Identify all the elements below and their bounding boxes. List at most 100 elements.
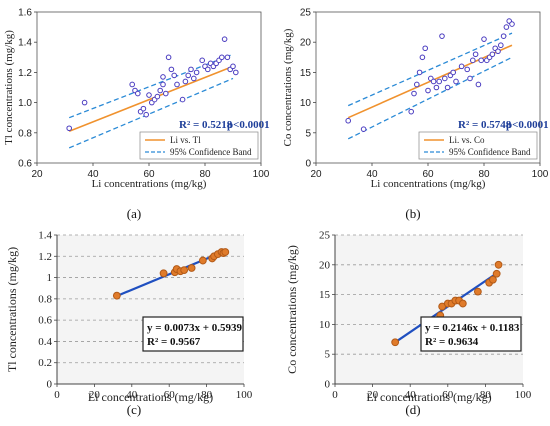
y-tick-label: 25 bbox=[300, 8, 312, 19]
x-tick-label: 60 bbox=[442, 389, 454, 401]
panel-label: (a) bbox=[127, 206, 141, 221]
y-tick-label: 5 bbox=[325, 349, 331, 361]
x-tick-label: 20 bbox=[31, 169, 43, 180]
x-tick-label: 20 bbox=[367, 389, 379, 401]
data-point bbox=[221, 36, 228, 42]
data-point bbox=[408, 108, 415, 115]
equation-label: y = 0.2146x + 0.1183 bbox=[425, 322, 520, 334]
y-tick-label: 0.6 bbox=[38, 315, 52, 327]
panel-a: 20 40 60 80 100 0.6 0.8 1.0 1.2 1.4 1.6 Li concentr… bbox=[3, 8, 270, 222]
x-tick-label: 80 bbox=[201, 389, 213, 401]
data-point bbox=[503, 24, 510, 30]
data-point bbox=[171, 72, 177, 79]
y-tick-label: 1.2 bbox=[38, 251, 52, 263]
confidence-band-lower bbox=[68, 77, 234, 149]
y-axis-label: Tl concentrations (mg/kg) bbox=[3, 30, 15, 145]
x-tick-label: 40 bbox=[126, 389, 138, 401]
data-point bbox=[219, 54, 225, 61]
data-point bbox=[163, 90, 169, 97]
data-point bbox=[112, 291, 121, 300]
data-point bbox=[444, 84, 451, 91]
data-point bbox=[453, 78, 459, 85]
equation-label: y = 0.0073x + 0.5939 bbox=[147, 322, 243, 334]
data-point bbox=[450, 69, 457, 76]
data-point bbox=[199, 57, 205, 64]
data-point bbox=[182, 78, 189, 85]
y-tick-label: 5 bbox=[305, 128, 311, 139]
data-point bbox=[509, 21, 515, 27]
data-point bbox=[422, 45, 429, 52]
y-tick-label: 0.8 bbox=[38, 293, 52, 305]
y-tick-label: 0.6 bbox=[18, 159, 32, 170]
data-point bbox=[419, 54, 426, 61]
data-point bbox=[135, 90, 141, 97]
data-point bbox=[478, 57, 485, 64]
data-point bbox=[416, 69, 423, 76]
y-tick-label: 0.4 bbox=[38, 336, 52, 348]
y-axis-label: Co concentrations (mg/kg) bbox=[285, 245, 299, 374]
x-axis-label: Li concentrations (mg/kg) bbox=[92, 178, 207, 190]
x-tick-label: 40 bbox=[366, 169, 378, 180]
data-point bbox=[179, 96, 186, 103]
data-point bbox=[458, 63, 465, 70]
data-point bbox=[494, 260, 503, 269]
x-tick-label: 40 bbox=[405, 389, 417, 401]
data-point bbox=[233, 69, 239, 76]
fit-line bbox=[347, 44, 513, 119]
y-axis-label: Co concentrations (mg/kg) bbox=[282, 28, 294, 146]
confidence-band-lower bbox=[347, 56, 513, 140]
panel-b: 20 40 60 80 100 0 5 10 15 20 25 Li concentrations (… bbox=[282, 8, 549, 222]
x-tick-label: 100 bbox=[532, 169, 549, 180]
data-point bbox=[467, 75, 473, 82]
y-tick-label: 25 bbox=[319, 230, 331, 242]
data-point bbox=[191, 75, 197, 82]
legend-box bbox=[418, 131, 538, 160]
x-tick-label: 100 bbox=[236, 389, 253, 401]
data-point bbox=[198, 256, 207, 265]
data-point bbox=[425, 87, 431, 94]
data-point bbox=[174, 81, 180, 88]
legend-label-fit: Li. vs. Co bbox=[449, 135, 485, 145]
data-point bbox=[495, 48, 501, 55]
y-tick-label: 1.4 bbox=[38, 230, 52, 242]
legend-label-band: 95% Confidence Band bbox=[449, 147, 531, 157]
data-point bbox=[143, 111, 149, 118]
data-point bbox=[498, 42, 504, 49]
y-tick-label: 1.4 bbox=[18, 38, 32, 49]
y-tick-label: 0 bbox=[47, 379, 53, 391]
y-tick-label: 1.6 bbox=[18, 8, 32, 19]
panel-label: (d) bbox=[405, 402, 420, 417]
data-point bbox=[492, 269, 501, 278]
data-point bbox=[470, 57, 476, 64]
data-point bbox=[160, 81, 166, 88]
data-point bbox=[221, 248, 230, 256]
data-point bbox=[436, 78, 443, 85]
data-point bbox=[360, 126, 367, 132]
data-point bbox=[160, 74, 166, 80]
panel-label: (c) bbox=[127, 402, 141, 417]
x-tick-label: 80 bbox=[480, 389, 492, 401]
data-point bbox=[489, 51, 496, 58]
data-point bbox=[414, 81, 420, 88]
x-axis-label: Li concentrations (mg/kg) bbox=[366, 390, 491, 404]
r-squared-label: R² = 0.9634 bbox=[425, 336, 479, 348]
data-point bbox=[193, 69, 200, 76]
data-point bbox=[157, 87, 163, 94]
data-point bbox=[411, 90, 417, 97]
data-point bbox=[500, 33, 507, 39]
data-point bbox=[472, 51, 479, 58]
y-tick-label: 20 bbox=[300, 38, 312, 49]
x-axis-label: Li concentrations (mg/kg) bbox=[371, 178, 486, 190]
y-axis-label: Tl concentrations (mg/kg) bbox=[5, 247, 19, 372]
x-tick-label: 20 bbox=[89, 389, 101, 401]
data-point bbox=[433, 84, 440, 91]
y-tick-label: 0.2 bbox=[38, 357, 52, 369]
panel-label: (b) bbox=[405, 206, 420, 221]
equation-box bbox=[420, 316, 522, 352]
panel-d: 0 20 40 60 80 100 0 5 10 15 20 25 Li concentrations … bbox=[285, 230, 532, 418]
y-tick-label: 10 bbox=[319, 319, 331, 331]
x-tick-label: 60 bbox=[164, 389, 176, 401]
data-point bbox=[154, 93, 161, 100]
data-point bbox=[165, 54, 172, 61]
